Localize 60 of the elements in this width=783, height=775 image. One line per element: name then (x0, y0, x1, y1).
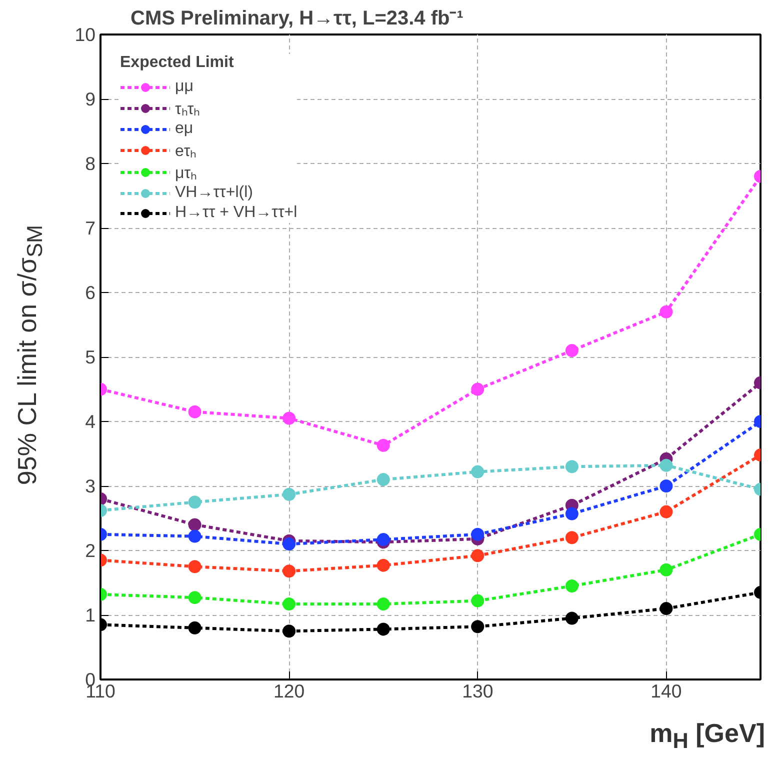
point (376, 473, 390, 486)
point (565, 612, 578, 625)
y-tick-label: 2 (85, 540, 96, 561)
legend-label: VH→ττ+l(l) (175, 184, 253, 202)
x-tick-label: 130 (462, 680, 494, 702)
point (471, 528, 484, 541)
point (188, 518, 202, 532)
point (282, 412, 296, 425)
x-axis-title: m$_{H}$ [GeV] (650, 717, 765, 756)
point (282, 488, 296, 501)
y-tick-label: 1 (85, 604, 96, 626)
point (188, 405, 202, 418)
legend-label: H→ττ + VH→ττ+l (175, 204, 298, 222)
point (565, 344, 578, 358)
point (660, 480, 673, 492)
point (660, 458, 673, 472)
y-tick-label: 6 (85, 282, 96, 303)
point (565, 507, 578, 520)
point (188, 530, 202, 543)
y-tick-label: 5 (85, 346, 96, 368)
point (188, 560, 202, 574)
chart-title: CMS Preliminary, H→ττ, L=23.4 fb⁻¹ (130, 8, 464, 30)
point (471, 465, 484, 478)
point (565, 460, 578, 474)
legend-label: eτₕ (175, 142, 196, 161)
point (282, 538, 296, 551)
point (471, 594, 484, 608)
y-tick-label: 9 (85, 88, 96, 110)
point (376, 558, 390, 572)
y-tick-label: 7 (85, 218, 96, 238)
legend-label: μμ (175, 78, 194, 96)
point (471, 620, 484, 634)
point (660, 505, 673, 518)
point (471, 382, 484, 396)
x-tick-label: 120 (274, 680, 305, 702)
point (660, 563, 673, 576)
point (376, 622, 390, 636)
point (282, 624, 296, 638)
point (376, 533, 390, 546)
point (188, 591, 202, 604)
legend-label: τₕτₕ (175, 100, 200, 119)
point (660, 602, 673, 616)
point (282, 598, 296, 611)
y-tick-label: 4 (85, 411, 96, 432)
point (565, 531, 578, 544)
y-tick-label: 3 (85, 476, 96, 496)
point (376, 438, 390, 452)
legend-label: eμ (175, 120, 194, 138)
point (376, 598, 390, 611)
point (471, 549, 484, 562)
x-tick-label: 140 (650, 680, 682, 702)
point (282, 564, 296, 578)
y-tick-label: 8 (85, 153, 96, 174)
point (660, 305, 673, 318)
y-tick-label: 10 (74, 24, 96, 45)
point (188, 496, 202, 509)
point (188, 621, 202, 634)
legend-title: Expected Limit (120, 54, 235, 72)
legend-label: μτₕ (175, 164, 197, 183)
point (565, 579, 578, 592)
